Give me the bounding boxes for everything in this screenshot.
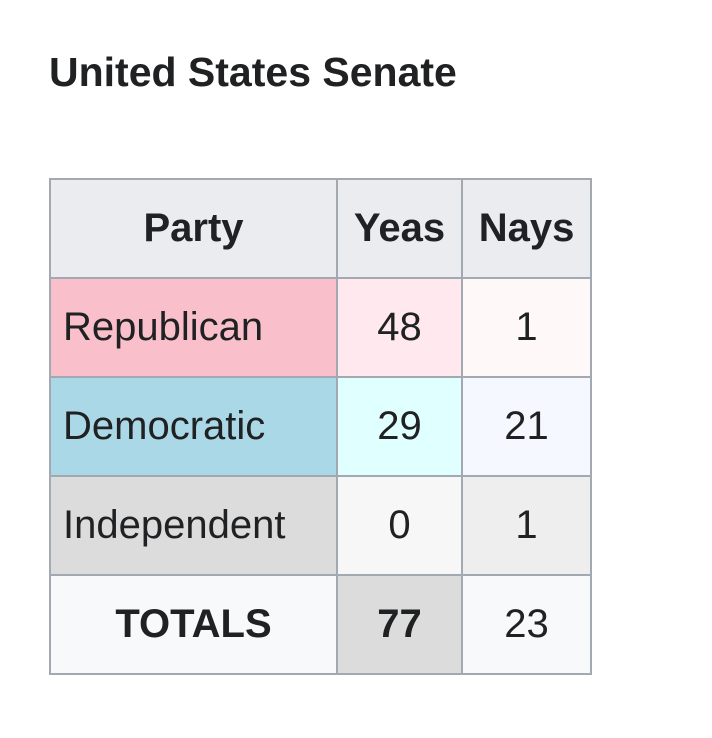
party-cell: TOTALS [49, 574, 338, 675]
vote-cell: 1 [461, 475, 592, 576]
vote-cell: 21 [461, 376, 592, 477]
table-row: Independent 0 1 [49, 475, 592, 576]
column-header: Nays [461, 178, 592, 279]
party-cell: Republican [49, 277, 338, 378]
party-cell: Independent [49, 475, 338, 576]
table-row: Democratic 29 21 [49, 376, 592, 477]
column-header: Party [49, 178, 338, 279]
vote-cell: 0 [336, 475, 463, 576]
party-cell: Democratic [49, 376, 338, 477]
vote-cell: 48 [336, 277, 463, 378]
page-title: United States Senate [49, 49, 457, 95]
vote-cell: 23 [461, 574, 592, 675]
table-row: TOTALS 77 23 [49, 574, 592, 675]
vote-cell: 1 [461, 277, 592, 378]
vote-cell: 29 [336, 376, 463, 477]
header-row: Party Yeas Nays [49, 178, 592, 279]
column-header: Yeas [336, 178, 463, 279]
table-row: Republican 48 1 [49, 277, 592, 378]
vote-table: Party Yeas Nays Republican 48 1 Democratic 29 2… [49, 178, 592, 675]
vote-cell: 77 [336, 574, 463, 675]
